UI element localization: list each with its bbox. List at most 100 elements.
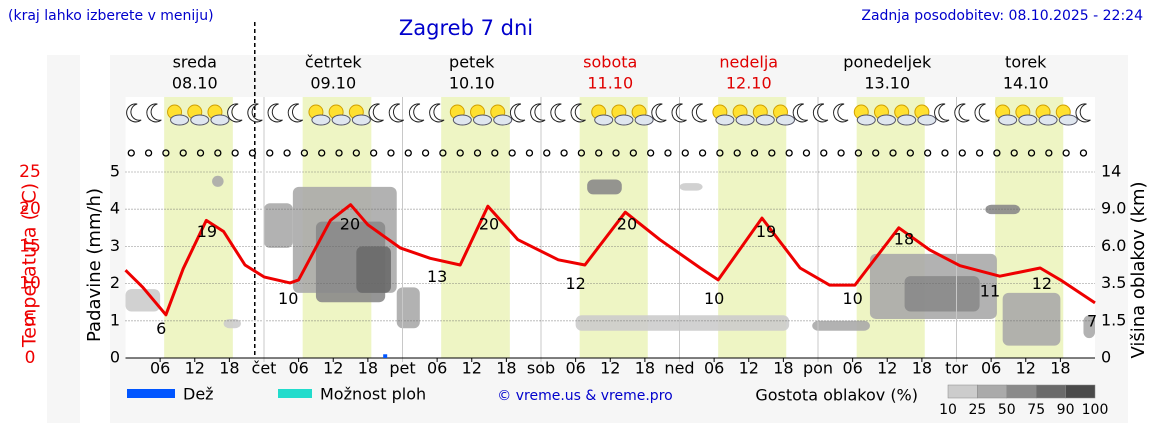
temp-label: 10 — [842, 289, 862, 308]
wind-calm — [1062, 149, 1070, 157]
wind-calm — [283, 149, 291, 157]
temp-panel — [47, 55, 80, 423]
x-tick-label: sob — [527, 359, 555, 378]
day-date: 13.10 — [864, 74, 910, 93]
cloud — [212, 175, 224, 187]
y2-tick-label: 9.0 — [1101, 199, 1126, 218]
x-tick-label: 06 — [427, 359, 447, 378]
day-date: 09.10 — [310, 74, 356, 93]
y2-axis-label: Višina oblakov (km) — [1128, 181, 1149, 358]
temp-tick-label: 0 — [25, 348, 36, 368]
temp-label: 7 — [1087, 311, 1097, 330]
day-name: sreda — [173, 53, 217, 72]
moon-icon — [530, 103, 546, 123]
wind-calm — [802, 149, 811, 157]
x-tick-label: 12 — [185, 359, 205, 378]
density-swatch — [947, 384, 978, 399]
wind-calm — [421, 149, 430, 157]
temp-tick-label: 20 — [19, 199, 41, 219]
moon-icon — [429, 103, 445, 123]
moon-icon — [833, 103, 849, 123]
wind-calm — [266, 149, 274, 157]
x-tick-label: 12 — [1016, 359, 1036, 378]
density-label: Gostota oblakov (%) — [755, 386, 918, 405]
day-date: 14.10 — [1003, 74, 1049, 93]
cloud-icon — [1018, 114, 1038, 126]
y2-tick-label: 1.5 — [1101, 310, 1126, 329]
wind-calm — [352, 149, 360, 157]
temp-label: 13 — [427, 267, 447, 286]
cloud-icon — [755, 114, 775, 126]
wind-calm — [837, 149, 845, 157]
moon-icon — [1075, 103, 1091, 123]
wind-calm — [1079, 149, 1088, 157]
density-tick-label: 10 — [939, 402, 957, 418]
temp-label: 12 — [1032, 274, 1052, 293]
moon-icon — [954, 103, 970, 123]
wind-calm — [473, 149, 482, 157]
wind-calm — [612, 149, 620, 157]
y-axis-label: Padavine (mm/h) — [84, 188, 105, 342]
temp-axis-label: Temperatura (°C) — [19, 183, 41, 348]
x-tick-label: 18 — [358, 359, 378, 378]
temp-label: 10 — [278, 289, 298, 308]
density-swatch — [1065, 384, 1096, 399]
x-tick-label: 12 — [739, 359, 759, 378]
wind-calm — [127, 149, 135, 157]
day-name: ponedeljek — [843, 53, 932, 72]
temp-tick-label: 25 — [19, 162, 41, 182]
cloud — [125, 289, 161, 312]
x-tick-label: 18 — [496, 359, 516, 378]
daylight — [441, 97, 510, 358]
wind-calm — [439, 149, 447, 157]
legend-label: Možnost ploh — [320, 385, 426, 404]
cloud-icon — [1038, 114, 1058, 126]
wind-calm — [629, 149, 637, 157]
moon-icon — [792, 103, 808, 123]
cloud — [356, 246, 391, 293]
cloud — [396, 287, 420, 329]
wind-calm — [248, 149, 257, 157]
moon-icon — [691, 103, 708, 123]
day-date: 08.10 — [172, 74, 218, 93]
day-date: 12.10 — [726, 74, 772, 93]
y2-tick-label: 3.5 — [1101, 273, 1126, 292]
x-tick-label: 12 — [877, 359, 897, 378]
day-date: 11.10 — [587, 74, 633, 93]
wind-calm — [664, 149, 672, 157]
cloud-icon — [594, 114, 614, 126]
temperature-line — [124, 203, 1096, 317]
wind-calm — [404, 149, 412, 157]
cloud-icon — [856, 114, 876, 126]
x-tick-label: 18 — [635, 359, 655, 378]
wind-calm — [1045, 149, 1053, 157]
x-tick-label: pon — [803, 359, 833, 378]
x-tick-label: 06 — [981, 359, 1001, 378]
temp-tick-label: 15 — [19, 236, 41, 256]
wind-calm — [369, 149, 378, 157]
temp-label: 19 — [756, 222, 776, 241]
wind-calm — [1010, 149, 1018, 157]
wind-calm — [750, 149, 759, 157]
y2-tick-label: 14 — [1101, 162, 1121, 181]
cloud-icon — [493, 114, 513, 126]
day-name: torek — [1005, 53, 1047, 72]
x-tick-label: pet — [389, 359, 415, 378]
x-tick-label: 12 — [600, 359, 620, 378]
day-name: četrtek — [305, 53, 363, 72]
cloud-icon — [998, 114, 1018, 126]
moon-icon — [974, 103, 990, 123]
wind-calm — [196, 149, 205, 157]
y-tick-label: 4 — [110, 199, 120, 218]
wind-calm — [560, 149, 568, 157]
y2-tick-label: 0 — [1101, 348, 1111, 367]
wind-calm — [906, 149, 914, 157]
y-tick-label: 1 — [110, 310, 120, 329]
cloud — [223, 318, 241, 329]
density-swatch — [1006, 384, 1037, 399]
moon-icon — [651, 103, 667, 123]
wind-calm — [508, 149, 516, 157]
cloud — [575, 315, 790, 331]
wind-calm — [785, 149, 793, 157]
